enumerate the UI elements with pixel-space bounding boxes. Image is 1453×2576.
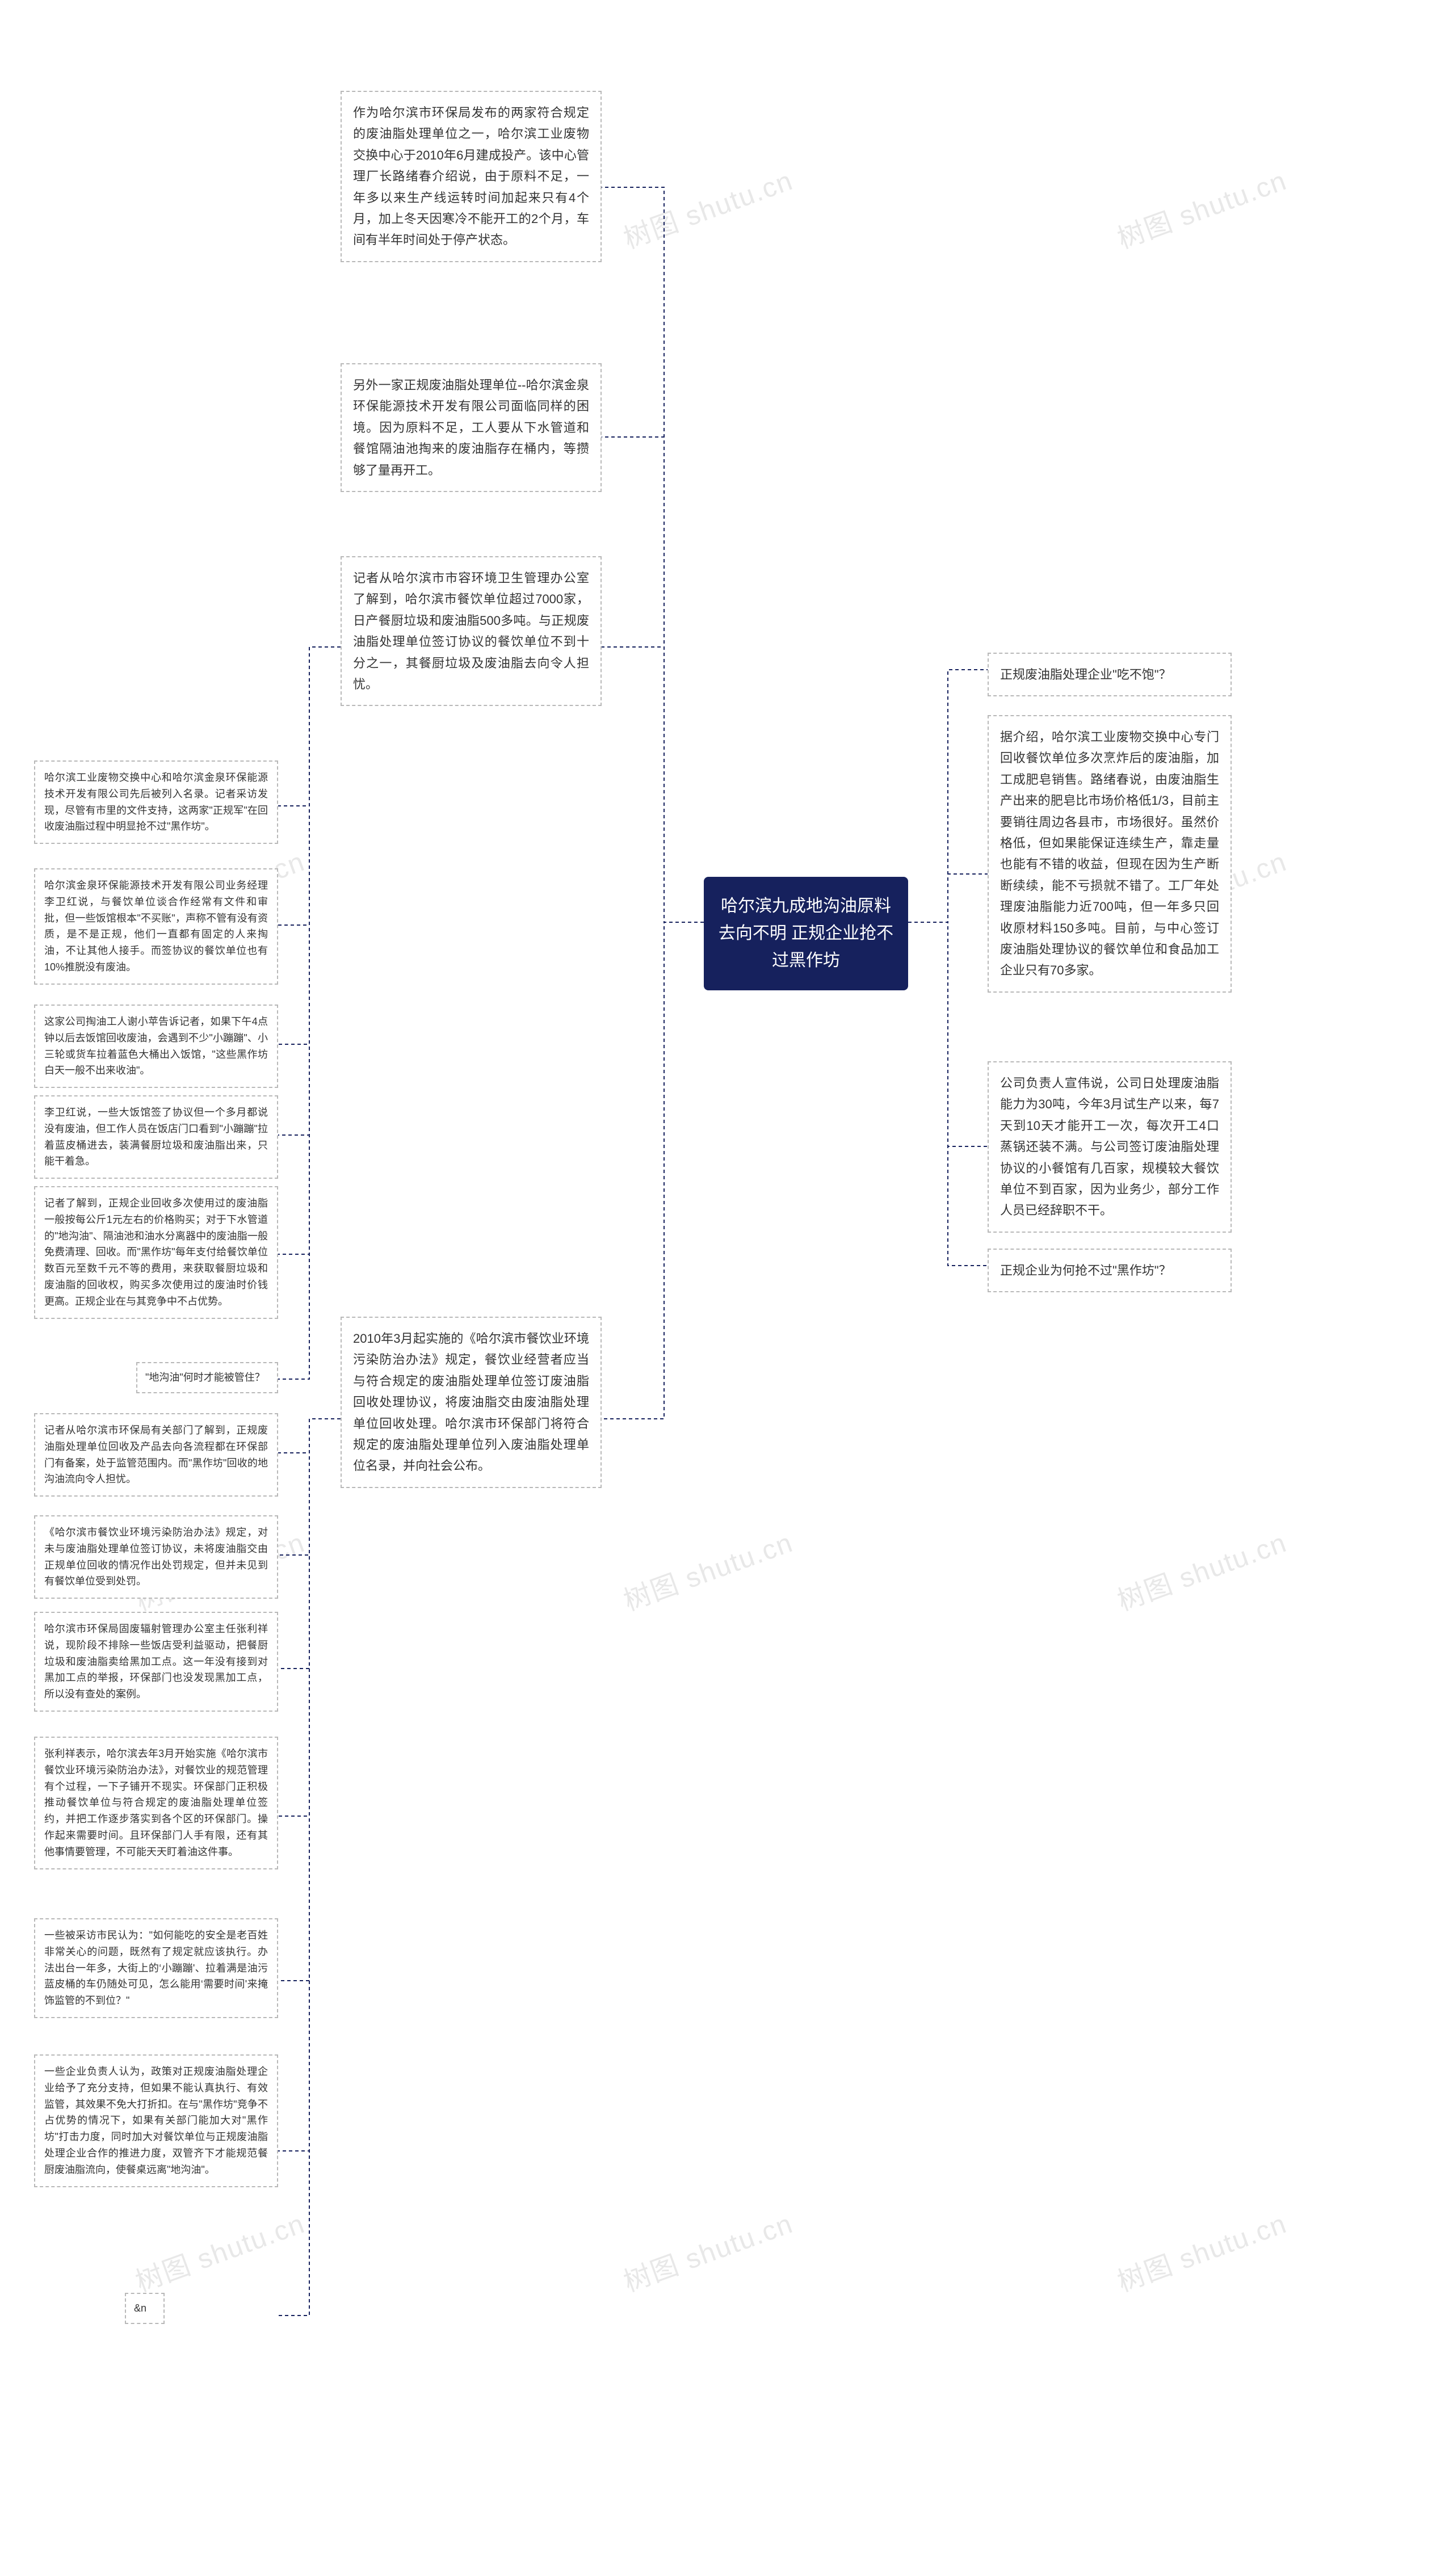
left-node-10: 张利祥表示，哈尔滨去年3月开始实施《哈尔滨市餐饮业环境污染防治办法》，对餐饮业的… (34, 1737, 278, 1869)
central-topic: 哈尔滨九成地沟油原料去向不明 正规企业抢不过黑作坊 (704, 877, 908, 990)
mid-node-1: 作为哈尔滨市环保局发布的两家符合规定的废油脂处理单位之一，哈尔滨工业废物交换中心… (341, 91, 602, 262)
right-node-3: 公司负责人宣伟说，公司日处理废油脂能力为30吨，今年3月试生产以来，每7天到10… (988, 1061, 1232, 1233)
right-node-2: 据介绍，哈尔滨工业废物交换中心专门回收餐饮单位多次烹炸后的废油脂，加工成肥皂销售… (988, 715, 1232, 993)
left-node-5: 记者了解到，正规企业回收多次使用过的废油脂一般按每公斤1元左右的价格购买；对于下… (34, 1186, 278, 1319)
watermark: 树图 shutu.cn (1111, 1520, 1291, 1619)
watermark: 树图 shutu.cn (617, 1520, 797, 1619)
watermark: 树图 shutu.cn (617, 158, 797, 257)
mid-node-4: 2010年3月起实施的《哈尔滨市餐饮业环境污染防治办法》规定，餐饮业经营者应当与… (341, 1317, 602, 1488)
left-node-3: 这家公司掏油工人谢小苹告诉记者，如果下午4点钟以后去饭馆回收废油，会遇到不少"小… (34, 1005, 278, 1088)
left-node-12: 一些企业负责人认为，政策对正规废油脂处理企业给予了充分支持，但如果不能认真执行、… (34, 2054, 278, 2187)
left-node-7: 记者从哈尔滨市环保局有关部门了解到，正规废油脂处理单位回收及产品去向各流程都在环… (34, 1413, 278, 1497)
right-node-4: 正规企业为何抢不过"黑作坊"？ (988, 1249, 1232, 1292)
mid-node-2: 另外一家正规废油脂处理单位--哈尔滨金泉环保能源技术开发有限公司面临同样的困境。… (341, 363, 602, 492)
left-node-1: 哈尔滨工业废物交换中心和哈尔滨金泉环保能源技术开发有限公司先后被列入名录。记者采… (34, 760, 278, 844)
watermark: 树图 shutu.cn (617, 2201, 797, 2300)
right-node-1: 正规废油脂处理企业"吃不饱"？ (988, 653, 1232, 696)
watermark: 树图 shutu.cn (129, 2201, 309, 2300)
left-node-2: 哈尔滨金泉环保能源技术开发有限公司业务经理李卫红说，与餐饮单位谈合作经常有文件和… (34, 868, 278, 985)
left-node-6: "地沟油"何时才能被管住？ (136, 1362, 278, 1393)
watermark: 树图 shutu.cn (1111, 158, 1291, 257)
left-node-8: 《哈尔滨市餐饮业环境污染防治办法》规定，对未与废油脂处理单位签订协议，未将废油脂… (34, 1515, 278, 1599)
left-node-13: &n (125, 2293, 165, 2324)
left-node-9: 哈尔滨市环保局固废辐射管理办公室主任张利祥说，现阶段不排除一些饭店受利益驱动，把… (34, 1612, 278, 1712)
mid-node-3: 记者从哈尔滨市市容环境卫生管理办公室了解到，哈尔滨市餐饮单位超过7000家，日产… (341, 556, 602, 706)
watermark: 树图 shutu.cn (1111, 2201, 1291, 2300)
left-node-4: 李卫红说，一些大饭馆签了协议但一个多月都说没有废油，但工作人员在饭店门口看到"小… (34, 1095, 278, 1179)
left-node-11: 一些被采访市民认为："如何能吃的安全是老百姓非常关心的问题，既然有了规定就应该执… (34, 1918, 278, 2018)
